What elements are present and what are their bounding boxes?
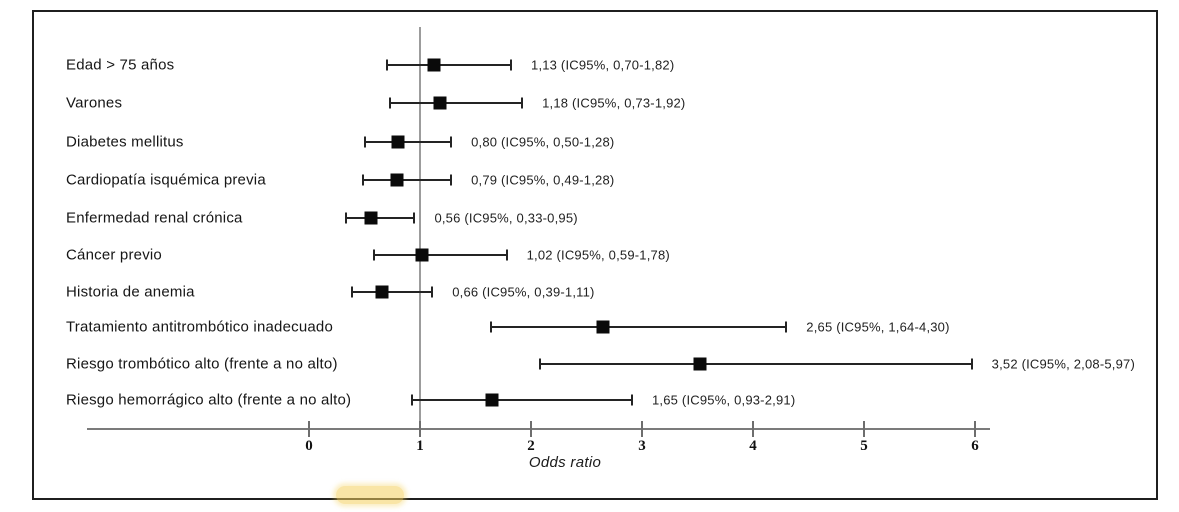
ci-cap-high xyxy=(450,174,453,186)
row-label: Cardiopatía isquémica previa xyxy=(66,171,266,189)
ci-bar xyxy=(390,102,523,104)
or-annotation: 0,79 (IC95%, 0,49-1,28) xyxy=(471,172,615,188)
x-axis-title: Odds ratio xyxy=(528,454,602,471)
or-marker xyxy=(364,211,378,225)
reference-line xyxy=(419,27,421,436)
ci-bar xyxy=(491,326,787,328)
ci-bar xyxy=(345,217,415,219)
x-axis-tick-label: 6 xyxy=(971,438,979,454)
ci-cap-low xyxy=(389,97,392,109)
or-annotation: 0,66 (IC95%, 0,39-1,11) xyxy=(452,284,595,300)
ci-cap-high xyxy=(505,249,508,261)
x-axis-tick xyxy=(863,421,865,437)
x-axis-tick xyxy=(752,421,754,437)
ci-cap-high xyxy=(785,321,788,333)
ci-cap-low xyxy=(344,212,347,224)
x-axis-tick-label: 4 xyxy=(749,438,757,454)
ci-cap-low xyxy=(538,358,541,370)
or-annotation: 0,56 (IC95%, 0,33-0,95) xyxy=(434,210,578,226)
ci-cap-high xyxy=(431,286,434,298)
or-annotation: 1,18 (IC95%, 0,73-1,92) xyxy=(542,95,686,111)
or-marker xyxy=(427,58,441,72)
x-axis-tick xyxy=(641,421,643,437)
ci-bar xyxy=(352,291,433,293)
or-annotation: 1,65 (IC95%, 0,93-2,91) xyxy=(652,392,796,408)
x-axis-tick xyxy=(419,421,421,437)
x-axis-tick-label: 3 xyxy=(638,438,646,454)
x-axis-tick xyxy=(308,421,310,437)
ci-cap-high xyxy=(631,394,633,406)
ci-cap-low xyxy=(411,394,414,406)
ci-cap-high xyxy=(970,358,973,370)
row-label: Riesgo trombótico alto (frente a no alto… xyxy=(66,355,338,373)
ci-bar xyxy=(364,141,452,143)
row-label: Historia de anemia xyxy=(66,283,195,301)
or-annotation: 0,80 (IC95%, 0,50-1,28) xyxy=(471,134,615,150)
ci-cap-low xyxy=(351,286,354,298)
ci-bar xyxy=(412,399,632,401)
x-axis-tick xyxy=(530,421,532,437)
ci-cap-low xyxy=(490,321,493,333)
figure-frame xyxy=(32,10,1158,500)
or-marker xyxy=(391,135,405,149)
yellow-highlighter-mark xyxy=(336,486,404,504)
row-label: Varones xyxy=(66,94,123,112)
or-marker xyxy=(415,248,429,262)
x-axis-tick-label: 1 xyxy=(416,438,424,454)
ci-cap-high xyxy=(510,59,513,71)
or-annotation: 2,65 (IC95%, 1,64-4,30) xyxy=(806,319,950,335)
row-label: Riesgo hemorrágico alto (frente a no alt… xyxy=(66,391,352,409)
ci-bar xyxy=(363,179,452,181)
x-axis-tick-label: 0 xyxy=(305,438,313,454)
ci-cap-low xyxy=(363,136,366,148)
x-axis-tick-label: 5 xyxy=(860,438,868,454)
or-marker xyxy=(485,393,499,407)
row-label: Cáncer previo xyxy=(66,246,162,264)
or-marker xyxy=(375,285,389,299)
or-annotation: 1,13 (IC95%, 0,70-1,82) xyxy=(531,57,675,73)
row-label: Diabetes mellitus xyxy=(66,133,184,151)
ci-cap-high xyxy=(450,136,453,148)
ci-cap-low xyxy=(362,174,365,186)
x-axis-tick xyxy=(974,421,976,437)
ci-cap-low xyxy=(373,249,376,261)
ci-bar xyxy=(374,254,507,256)
row-label: Tratamiento antitrombótico inadecuado xyxy=(66,318,333,336)
or-marker xyxy=(390,173,404,187)
or-marker xyxy=(596,320,610,334)
ci-bar xyxy=(386,64,511,66)
ci-cap-high xyxy=(521,97,524,109)
ci-bar xyxy=(539,363,972,365)
row-label: Edad > 75 años xyxy=(66,56,175,74)
x-axis-line xyxy=(87,428,990,430)
or-annotation: 3,52 (IC95%, 2,08-5,97) xyxy=(991,356,1136,372)
or-marker xyxy=(693,357,707,371)
or-annotation: 1,02 (IC95%, 0,59-1,78) xyxy=(526,247,670,263)
ci-cap-low xyxy=(385,59,388,71)
x-axis-tick-label: 2 xyxy=(527,438,535,454)
ci-cap-high xyxy=(413,212,416,224)
or-marker xyxy=(433,96,447,110)
row-label: Enfermedad renal crónica xyxy=(66,209,243,227)
